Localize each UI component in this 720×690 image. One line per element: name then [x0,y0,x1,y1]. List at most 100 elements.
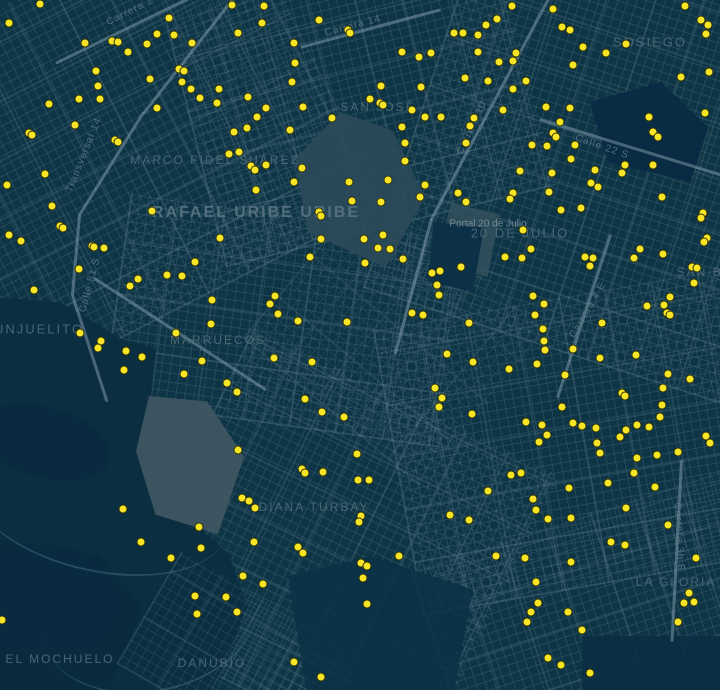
data-point-marker[interactable] [261,103,271,113]
data-point-marker[interactable] [597,318,607,328]
data-point-marker[interactable] [269,353,279,363]
data-point-marker[interactable] [565,103,575,113]
data-point-marker[interactable] [232,607,242,617]
data-point-marker[interactable] [577,625,587,635]
data-point-marker[interactable] [360,258,370,268]
data-point-marker[interactable] [261,160,271,170]
data-point-marker[interactable] [547,168,557,178]
data-point-marker[interactable] [95,94,105,104]
data-point-marker[interactable] [430,383,440,393]
data-point-marker[interactable] [289,177,299,187]
data-point-marker[interactable] [385,244,395,254]
data-point-marker[interactable] [591,423,601,433]
data-point-marker[interactable] [685,374,695,384]
data-point-marker[interactable] [445,510,455,520]
data-point-marker[interactable] [418,310,428,320]
data-point-marker[interactable] [232,387,242,397]
data-point-marker[interactable] [197,356,207,366]
data-point-marker[interactable] [359,234,369,244]
data-point-marker[interactable] [464,318,474,328]
data-point-marker[interactable] [358,573,368,583]
data-point-marker[interactable] [378,100,388,110]
data-point-marker[interactable] [345,28,355,38]
data-point-marker[interactable] [483,76,493,86]
data-point-marker[interactable] [250,165,260,175]
data-point-marker[interactable] [603,478,613,488]
data-point-marker[interactable] [528,291,538,301]
data-point-marker[interactable] [696,15,706,25]
data-point-marker[interactable] [400,156,410,166]
data-point-marker[interactable] [93,81,103,91]
data-point-marker[interactable] [621,503,631,513]
data-point-marker[interactable] [615,432,625,442]
data-point-marker[interactable] [265,299,275,309]
data-point-marker[interactable] [556,660,566,670]
data-point-marker[interactable] [378,230,388,240]
data-point-marker[interactable] [317,407,327,417]
data-point-marker[interactable] [298,548,308,558]
data-point-marker[interactable] [233,445,243,455]
data-point-marker[interactable] [461,197,471,207]
data-point-marker[interactable] [530,310,540,320]
data-point-marker[interactable] [565,25,575,35]
data-point-marker[interactable] [648,160,658,170]
data-point-marker[interactable] [696,213,706,223]
data-point-marker[interactable] [437,393,447,403]
data-point-marker[interactable] [557,402,567,412]
data-point-marker[interactable] [665,310,675,320]
data-point-marker[interactable] [570,140,580,150]
data-point-marker[interactable] [249,537,259,547]
data-point-marker[interactable] [0,615,7,625]
data-point-marker[interactable] [244,496,254,506]
data-point-marker[interactable] [699,237,709,247]
data-point-marker[interactable] [2,180,12,190]
data-point-marker[interactable] [398,254,408,264]
data-point-marker[interactable] [568,418,578,428]
data-point-marker[interactable] [252,112,262,122]
data-point-marker[interactable] [473,30,483,40]
data-point-marker[interactable] [676,72,686,82]
data-point-marker[interactable] [655,412,665,422]
data-point-marker[interactable] [432,280,442,290]
data-point-marker[interactable] [652,450,662,460]
data-point-marker[interactable] [300,468,310,478]
data-point-marker[interactable] [353,475,363,485]
data-point-marker[interactable] [270,291,280,301]
data-point-marker[interactable] [251,185,261,195]
data-point-marker[interactable] [635,244,645,254]
data-point-marker[interactable] [164,13,174,23]
data-point-marker[interactable] [397,122,407,132]
data-point-marker[interactable] [289,657,299,667]
data-point-marker[interactable] [458,28,468,38]
data-point-marker[interactable] [442,349,452,359]
data-point-marker[interactable] [318,467,328,477]
data-point-marker[interactable] [376,81,386,91]
data-point-marker[interactable] [491,551,501,561]
data-point-marker[interactable] [142,39,152,49]
data-point-marker[interactable] [520,553,530,563]
data-point-marker[interactable] [468,357,478,367]
data-point-marker[interactable] [657,192,667,202]
data-point-marker[interactable] [121,346,131,356]
data-point-marker[interactable] [703,20,713,30]
data-point-marker[interactable] [287,77,297,87]
data-point-marker[interactable] [397,47,407,57]
data-point-marker[interactable] [74,264,84,274]
data-point-marker[interactable] [436,112,446,122]
data-point-marker[interactable] [543,653,553,663]
data-point-marker[interactable] [233,28,243,38]
data-point-marker[interactable] [186,84,196,94]
data-point-marker[interactable] [516,468,526,478]
data-point-marker[interactable] [689,278,699,288]
data-point-marker[interactable] [4,18,14,28]
data-point-marker[interactable] [327,113,337,123]
data-point-marker[interactable] [504,364,514,374]
data-point-marker[interactable] [229,127,239,137]
data-point-marker[interactable] [673,617,683,627]
data-point-marker[interactable] [526,607,536,617]
data-point-marker[interactable] [521,417,531,427]
data-point-marker[interactable] [297,163,307,173]
data-point-marker[interactable] [179,369,189,379]
data-point-marker[interactable] [585,261,595,271]
data-point-marker[interactable] [307,357,317,367]
